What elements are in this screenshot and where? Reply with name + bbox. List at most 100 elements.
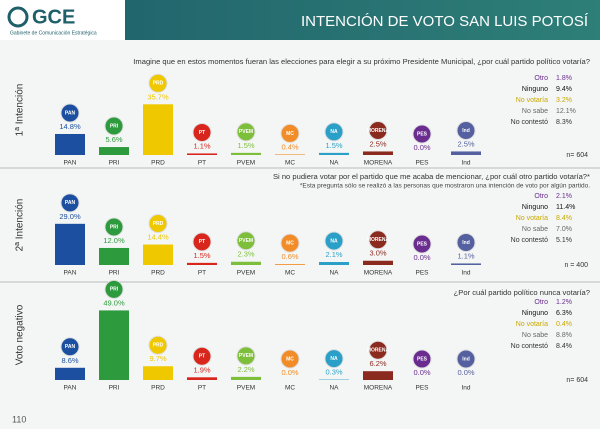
value-label: 1.1% bbox=[457, 251, 474, 260]
party-logo bbox=[104, 279, 124, 299]
other-value: 12.1% bbox=[556, 108, 576, 115]
x-tick-label: PRD bbox=[151, 385, 165, 392]
bar bbox=[451, 263, 481, 265]
x-tick-label: MC bbox=[285, 385, 295, 392]
x-tick-label: PES bbox=[415, 270, 429, 277]
party-logo bbox=[280, 349, 300, 369]
other-value: 11.4% bbox=[556, 204, 575, 211]
value-label: 6.2% bbox=[369, 359, 386, 368]
value-label: 1.1% bbox=[193, 141, 210, 150]
value-label: 1.5% bbox=[193, 251, 210, 260]
party-logo bbox=[236, 231, 256, 251]
x-tick-label: PVEM bbox=[237, 270, 255, 277]
party-logo bbox=[456, 120, 476, 140]
x-tick-label: PVEM bbox=[237, 160, 255, 167]
party-logo bbox=[148, 73, 168, 93]
x-tick-label: PES bbox=[415, 160, 429, 167]
bar bbox=[451, 151, 481, 155]
party-logo bbox=[60, 193, 80, 213]
x-tick-label: PRI bbox=[109, 385, 120, 392]
party-logo bbox=[324, 349, 344, 369]
x-tick-label: Ind bbox=[461, 270, 470, 277]
party-logo bbox=[412, 234, 432, 254]
x-tick-label: MC bbox=[285, 270, 295, 277]
x-tick-label: PT bbox=[198, 270, 206, 277]
other-label: No contestó bbox=[511, 343, 548, 350]
party-logo bbox=[60, 103, 80, 123]
bar bbox=[231, 376, 261, 380]
other-label: No contestó bbox=[511, 237, 548, 244]
page-number: 110 bbox=[12, 414, 26, 424]
other-label: No sabe bbox=[522, 332, 548, 339]
x-tick-label: NA bbox=[329, 385, 339, 392]
other-value: 0.4% bbox=[556, 321, 572, 328]
header-title: INTENCIÓN DE VOTO SAN LUIS POTOSÍ bbox=[301, 13, 589, 30]
value-label: 12.0% bbox=[103, 236, 125, 245]
party-logo-text: PES bbox=[417, 356, 428, 362]
row-title: 2ª Intención bbox=[15, 199, 26, 252]
party-logo-text: PES bbox=[417, 131, 428, 137]
party-logo-text: PRD bbox=[153, 343, 164, 349]
party-logo-text: Ind bbox=[462, 128, 470, 134]
party-logo-text: MORENA bbox=[367, 237, 390, 243]
party-logo bbox=[236, 122, 256, 142]
other-value: 8.8% bbox=[556, 332, 572, 339]
party-logo bbox=[412, 124, 432, 144]
other-label: No sabe bbox=[522, 226, 548, 233]
x-tick-label: PT bbox=[198, 385, 206, 392]
party-logo-text: PRD bbox=[153, 81, 164, 87]
other-value: 5.1% bbox=[556, 237, 572, 244]
party-logo bbox=[324, 231, 344, 251]
party-logo-text: MORENA bbox=[367, 348, 390, 354]
other-value: 9.4% bbox=[556, 86, 572, 93]
party-logo-text: PT bbox=[199, 130, 205, 136]
party-logo bbox=[456, 232, 476, 252]
row-title: Voto negativo bbox=[15, 304, 26, 365]
other-label: Otro bbox=[534, 299, 548, 306]
party-logo-text: PVEM bbox=[239, 129, 253, 135]
bar bbox=[187, 377, 217, 380]
question: Si no pudiera votar por el partido que m… bbox=[273, 172, 590, 181]
other-label: Ninguno bbox=[522, 204, 548, 211]
bar bbox=[275, 264, 305, 265]
other-label: No votaría bbox=[516, 215, 548, 222]
x-tick-label: PAN bbox=[64, 160, 77, 167]
value-label: 2.3% bbox=[237, 250, 254, 259]
x-tick-label: MORENA bbox=[364, 160, 393, 167]
other-label: Otro bbox=[534, 75, 548, 82]
value-label: 0.6% bbox=[281, 252, 298, 261]
bar bbox=[275, 154, 305, 155]
party-logo-text: PVEM bbox=[239, 238, 253, 244]
value-label: 5.6% bbox=[105, 135, 122, 144]
value-label: 2.2% bbox=[237, 365, 254, 374]
party-logo bbox=[192, 346, 212, 366]
bar bbox=[55, 133, 85, 155]
bar bbox=[363, 151, 393, 155]
value-label: 8.6% bbox=[61, 356, 78, 365]
bar bbox=[143, 244, 173, 265]
party-logo-text: PRI bbox=[110, 123, 119, 129]
party-logo bbox=[412, 349, 432, 369]
party-logo bbox=[192, 122, 212, 142]
other-value: 6.3% bbox=[556, 310, 572, 317]
x-tick-label: PRD bbox=[151, 160, 165, 167]
other-label: Otro bbox=[534, 193, 548, 200]
x-tick-label: MORENA bbox=[364, 270, 393, 277]
other-label: No contestó bbox=[511, 119, 548, 126]
x-tick-label: PRI bbox=[109, 270, 120, 277]
bar bbox=[99, 147, 129, 155]
other-label: No votaría bbox=[516, 97, 548, 104]
x-tick-label: PAN bbox=[64, 385, 77, 392]
bar bbox=[187, 153, 217, 155]
value-label: 1.9% bbox=[193, 365, 210, 374]
x-tick-label: Ind bbox=[461, 385, 470, 392]
party-logo bbox=[148, 335, 168, 355]
other-label: Ninguno bbox=[522, 86, 548, 93]
x-tick-label: MC bbox=[285, 160, 295, 167]
note: *Esta pregunta sólo se realizó a las per… bbox=[300, 183, 590, 190]
value-label: 1.5% bbox=[325, 141, 342, 150]
party-logo-text: PRD bbox=[153, 221, 164, 227]
value-label: 2.1% bbox=[325, 250, 342, 259]
party-logo-text: MC bbox=[286, 131, 294, 137]
